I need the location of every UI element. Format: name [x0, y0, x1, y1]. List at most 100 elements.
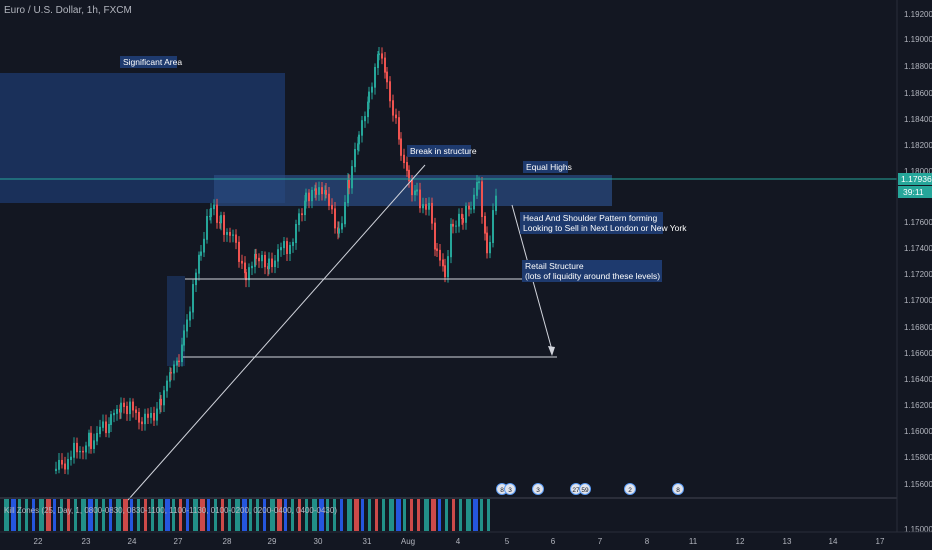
candle-body — [64, 463, 66, 470]
kill-zone-bar — [53, 499, 56, 531]
candle-body — [116, 408, 118, 414]
kill-zone-bar — [95, 499, 98, 531]
candle-body — [90, 432, 92, 449]
candle-body — [235, 234, 237, 243]
candle-body — [229, 232, 231, 236]
candle-body — [203, 238, 205, 253]
candle-body — [153, 412, 155, 421]
event-badge-count: 8 — [500, 487, 504, 494]
candle-body — [411, 180, 413, 196]
candle-body — [301, 213, 303, 216]
event-badge[interactable] — [624, 483, 636, 495]
candle-body — [400, 138, 402, 156]
candle-body — [470, 208, 472, 210]
candle-body — [126, 405, 128, 415]
candle-body — [328, 193, 330, 206]
candle-body — [96, 433, 98, 442]
kill-zone-bar — [403, 499, 406, 531]
kill-zone-bar — [46, 499, 51, 531]
candle-body — [258, 257, 260, 262]
candle-body — [192, 284, 194, 313]
candle-body — [181, 344, 183, 363]
candle-body — [374, 66, 376, 88]
kill-zone-bar — [207, 499, 210, 531]
candle-body — [304, 200, 306, 216]
candle-body — [321, 187, 323, 195]
candle-body — [274, 260, 276, 268]
candle-body — [123, 402, 125, 407]
current-price-badge — [898, 173, 932, 185]
event-badge[interactable] — [504, 483, 516, 495]
event-badge-count: 27 — [572, 487, 580, 494]
candle-body — [458, 213, 460, 227]
candle-body — [347, 179, 349, 204]
kill-zone-bar — [326, 499, 329, 531]
candle-body — [325, 190, 327, 195]
candle-body — [348, 179, 350, 189]
label-bg — [407, 145, 471, 157]
candle-body — [178, 360, 180, 363]
kill-zone-bar — [102, 499, 105, 531]
time-tick-label: 30 — [314, 537, 323, 546]
candle-body — [271, 258, 273, 268]
event-badges[interactable]: 8 3 3 27 59 2 8 — [496, 483, 684, 495]
kill-zone-bar — [74, 499, 77, 531]
candle-body — [141, 421, 143, 425]
candle-body — [58, 459, 60, 470]
event-badge[interactable] — [579, 483, 591, 495]
kill-zones-indicator-label: Kill Zones (25, Day, 1, 0800-0830, 0830-… — [4, 506, 337, 515]
kill-zone-bar — [186, 499, 189, 531]
candle-body — [468, 205, 470, 210]
kill-zone-bar — [445, 499, 448, 531]
kill-zone-bar — [158, 499, 163, 531]
candle-body — [105, 421, 107, 434]
kill-zone-bar — [256, 499, 259, 531]
time-tick-label: 24 — [128, 537, 137, 546]
kill-zone-bar — [130, 499, 133, 531]
event-badge[interactable] — [532, 483, 544, 495]
candle-body — [55, 468, 57, 471]
kill-zone-bar — [67, 499, 70, 531]
candle-body — [377, 54, 379, 68]
kill-zone-bar — [81, 499, 86, 531]
kill-zone-bar — [347, 499, 352, 531]
candle-body — [61, 459, 63, 465]
retail-structure-label-1: Retail Structure — [525, 261, 584, 271]
candle-body — [70, 456, 72, 461]
candle-body — [344, 202, 346, 225]
candle-body — [216, 204, 218, 223]
significant-area-label: Significant Area — [123, 57, 182, 67]
kill-zone-bar — [151, 499, 154, 531]
event-badge[interactable] — [672, 483, 684, 495]
candle-body — [422, 204, 424, 209]
candle-body — [186, 319, 188, 332]
candle-body — [99, 426, 101, 435]
kill-zone-bar — [375, 499, 378, 531]
time-tick-label: 13 — [783, 537, 792, 546]
kill-zone-bar — [249, 499, 252, 531]
price-tick-label: 1.18200 — [904, 141, 932, 150]
candle-body — [489, 241, 491, 254]
candle-body — [406, 162, 408, 171]
trendline[interactable] — [127, 164, 426, 501]
hs-pattern-label-2: Looking to Sell in Next London or New Yo… — [523, 223, 687, 233]
candle-body — [381, 53, 383, 59]
candle-body — [268, 258, 270, 270]
kill-zone-bar — [18, 499, 21, 531]
time-axis[interactable]: 22 23 24 27 28 29 30 31 Aug 4 5 6 7 8 11 12 13 14 17 — [34, 537, 885, 546]
candle-body — [473, 194, 475, 210]
time-tick-label: 7 — [598, 537, 603, 546]
candle-body — [452, 223, 454, 227]
kill-zone-bar — [354, 499, 359, 531]
event-badge-count: 3 — [536, 487, 540, 494]
price-axis[interactable]: 1.19200 1.19000 1.18800 1.18600 1.18400 1.182… — [904, 10, 932, 534]
candle-body — [85, 445, 87, 453]
candle-body — [331, 204, 333, 210]
kill-zone-bar — [284, 499, 287, 531]
symbol-title: Euro / U.S. Dollar, 1h, FXCM — [4, 5, 132, 16]
hs-pattern-label-1: Head And Shoulder Pattern forming — [523, 213, 657, 223]
time-tick-label: 23 — [82, 537, 91, 546]
price-tick-label: 1.17000 — [904, 296, 932, 305]
candle-body — [439, 249, 441, 261]
